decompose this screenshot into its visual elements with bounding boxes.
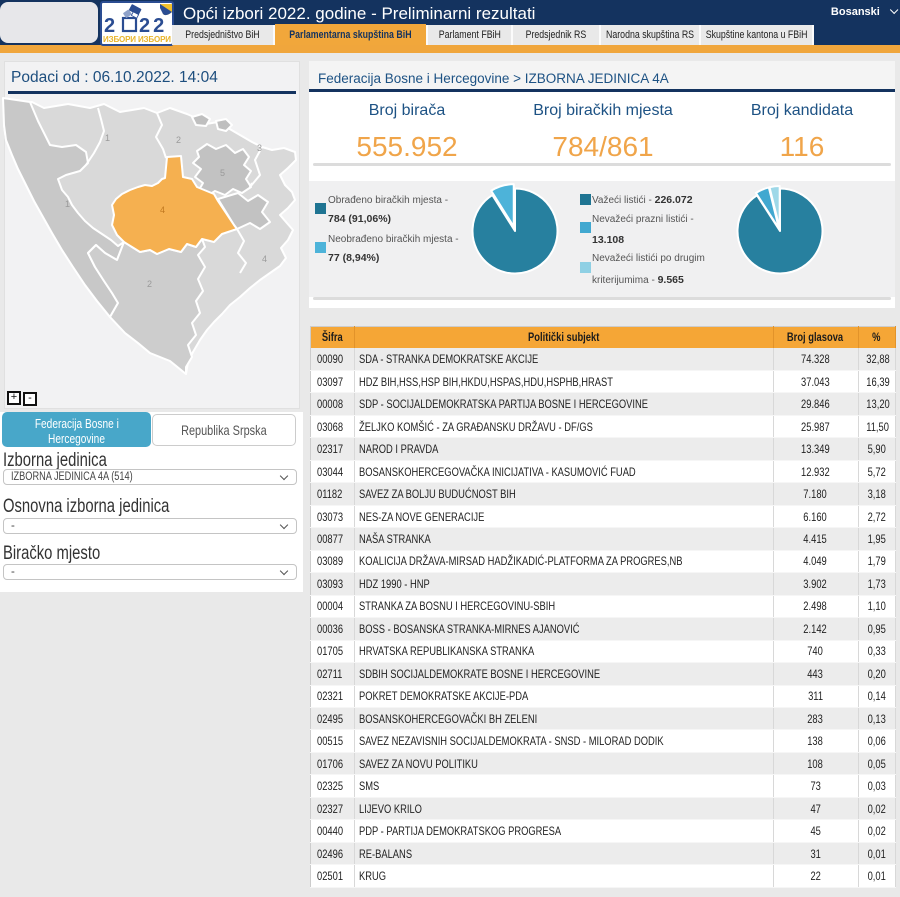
svg-text:2: 2 — [176, 135, 181, 145]
svg-text:4: 4 — [160, 205, 165, 215]
svg-text:3: 3 — [257, 143, 262, 153]
svg-text:2: 2 — [147, 279, 152, 289]
svg-text:ИЗБОРИ ИЗБОРИ: ИЗБОРИ ИЗБОРИ — [103, 35, 171, 44]
svg-text:5: 5 — [220, 168, 225, 178]
svg-text:4: 4 — [262, 254, 267, 264]
svg-text:2: 2 — [104, 15, 115, 37]
svg-text:1: 1 — [105, 133, 110, 143]
svg-text:22: 22 — [139, 15, 167, 37]
svg-text:1: 1 — [65, 199, 70, 209]
